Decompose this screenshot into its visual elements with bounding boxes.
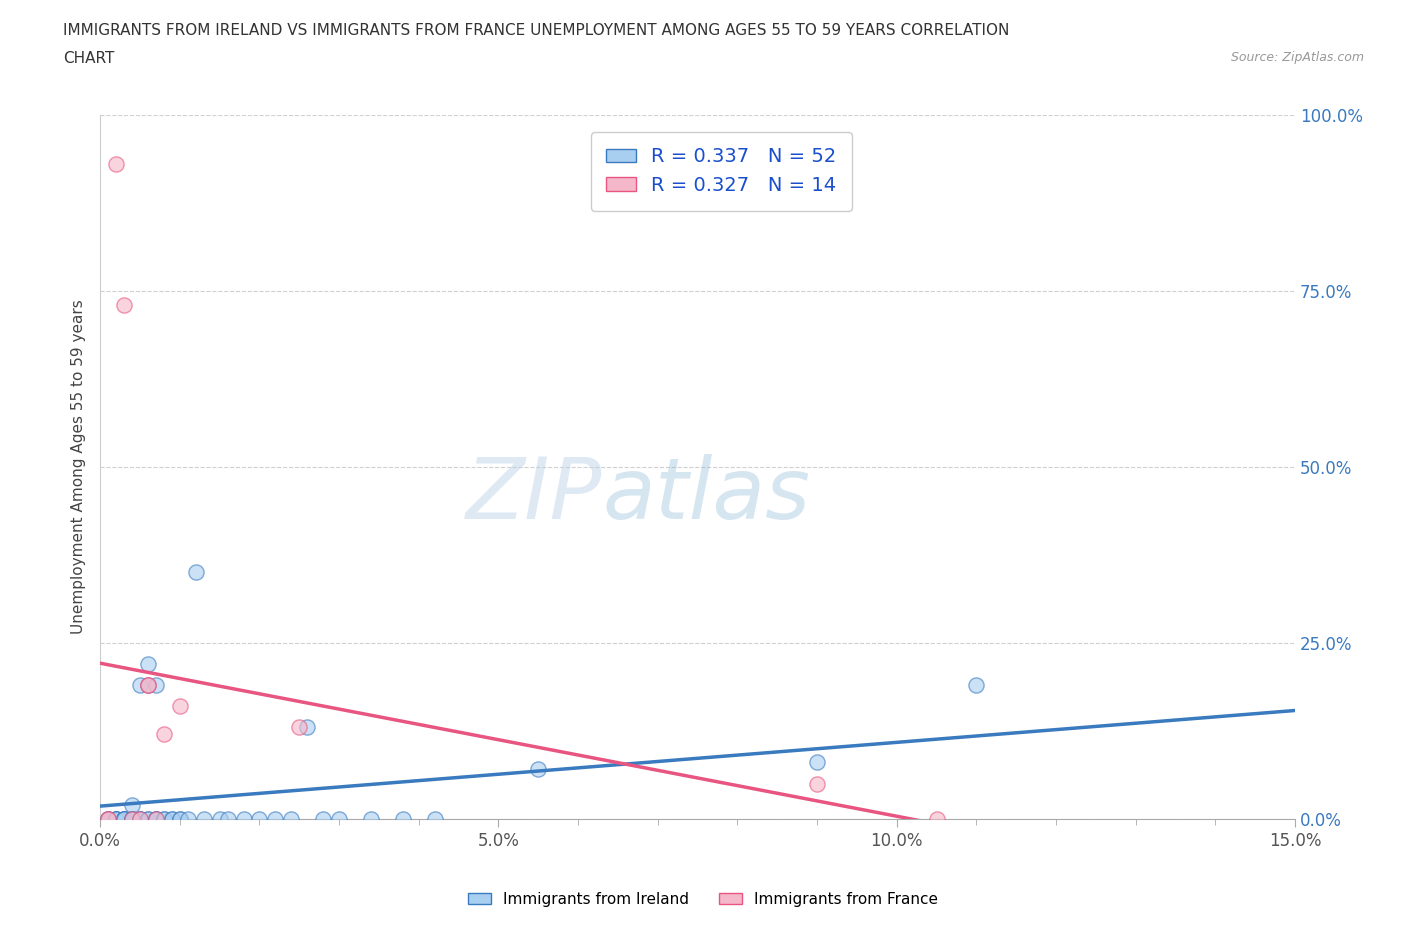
Point <box>105 811 128 826</box>
Point <box>145 811 167 826</box>
Point <box>145 678 167 693</box>
Point <box>121 811 143 826</box>
Point <box>184 565 207 579</box>
Point <box>160 811 183 826</box>
Point <box>392 811 415 826</box>
Point <box>129 811 152 826</box>
Text: Source: ZipAtlas.com: Source: ZipAtlas.com <box>1230 51 1364 64</box>
Point <box>328 811 350 826</box>
Text: IMMIGRANTS FROM IRELAND VS IMMIGRANTS FROM FRANCE UNEMPLOYMENT AMONG AGES 55 TO : IMMIGRANTS FROM IRELAND VS IMMIGRANTS FR… <box>63 23 1010 38</box>
Point <box>160 811 183 826</box>
Point <box>297 720 319 735</box>
Point <box>232 811 254 826</box>
Point <box>288 720 311 735</box>
Point <box>136 678 159 693</box>
Point <box>169 698 191 713</box>
Point <box>145 811 167 826</box>
Point <box>97 811 120 826</box>
Text: ZIP: ZIP <box>465 454 602 537</box>
Text: atlas: atlas <box>602 454 810 537</box>
Point <box>169 811 191 826</box>
Point <box>145 811 167 826</box>
Point <box>153 727 176 742</box>
Point <box>806 776 828 790</box>
Point <box>145 811 167 826</box>
Legend: R = 0.337   N = 52, R = 0.327   N = 14: R = 0.337 N = 52, R = 0.327 N = 14 <box>591 132 852 210</box>
Point <box>136 678 159 693</box>
Point <box>112 811 135 826</box>
Y-axis label: Unemployment Among Ages 55 to 59 years: Unemployment Among Ages 55 to 59 years <box>72 299 86 634</box>
Point <box>105 811 128 826</box>
Point <box>97 811 120 826</box>
Point <box>169 811 191 826</box>
Point <box>129 811 152 826</box>
Point <box>423 811 446 826</box>
Point <box>312 811 335 826</box>
Point <box>136 811 159 826</box>
Point <box>527 762 550 777</box>
Point <box>112 811 135 826</box>
Point <box>153 811 176 826</box>
Point <box>97 811 120 826</box>
Point <box>193 811 215 826</box>
Point <box>264 811 287 826</box>
Point <box>136 678 159 693</box>
Legend: Immigrants from Ireland, Immigrants from France: Immigrants from Ireland, Immigrants from… <box>461 886 945 913</box>
Point <box>105 811 128 826</box>
Point <box>208 811 231 826</box>
Point <box>121 811 143 826</box>
Point <box>105 811 128 826</box>
Point <box>112 811 135 826</box>
Point <box>925 811 948 826</box>
Text: CHART: CHART <box>63 51 115 66</box>
Point <box>97 811 120 826</box>
Point <box>360 811 382 826</box>
Point <box>121 811 143 826</box>
Point <box>112 811 135 826</box>
Point <box>177 811 200 826</box>
Point <box>153 811 176 826</box>
Point <box>806 755 828 770</box>
Point <box>217 811 239 826</box>
Point <box>121 811 143 826</box>
Point <box>97 811 120 826</box>
Point <box>112 811 135 826</box>
Point <box>121 797 143 812</box>
Point <box>965 678 987 693</box>
Point <box>136 811 159 826</box>
Point <box>280 811 302 826</box>
Point <box>129 678 152 693</box>
Point <box>105 157 128 172</box>
Point <box>129 811 152 826</box>
Point <box>136 657 159 671</box>
Point <box>249 811 271 826</box>
Point <box>112 298 135 312</box>
Point <box>129 811 152 826</box>
